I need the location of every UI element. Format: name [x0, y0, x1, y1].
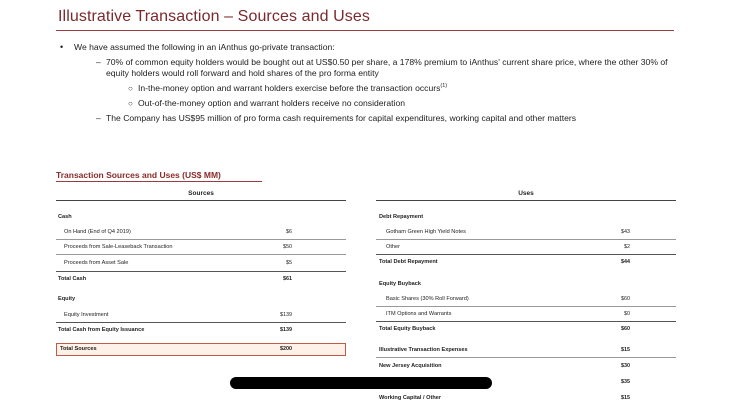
uses-row-value: $43 [621, 229, 630, 235]
bullet-text: In-the-money option and warrant holders … [138, 83, 441, 93]
sources-row-value: $5 [286, 260, 292, 266]
circle-marker: ○ [128, 84, 133, 93]
row-divider [376, 321, 676, 322]
uses-row-label: Other [386, 244, 400, 250]
sources-row-label: Total Cash [58, 276, 87, 282]
bullet-level3: ○ In-the-money option and warrant holders… [60, 83, 680, 94]
total-sources-value: $200 [280, 346, 292, 352]
uses-row-value: $15 [621, 347, 630, 353]
uses-row-value: $0 [624, 311, 630, 317]
uses-row-label: Equity Buyback [379, 281, 421, 287]
table-title-divider [56, 181, 262, 182]
sources-row-value: $139 [280, 327, 292, 333]
circle-marker: ○ [128, 99, 133, 108]
bullet-marker: • [60, 42, 64, 52]
row-divider [376, 239, 676, 240]
bullet-list: • We have assumed the following in an iAn… [60, 42, 680, 128]
uses-row-label: Total Debt Repayment [379, 259, 438, 265]
uses-row-label: Total Equity Buyback [379, 326, 436, 332]
uses-row-label: Basic Shares (30% Roll Forward) [386, 296, 469, 302]
uses-row-label: ITM Options and Warrants [386, 311, 452, 317]
sources-row-label: Total Cash from Equity Issuance [58, 327, 145, 333]
uses-row-label: Debt Repayment [379, 214, 424, 220]
uses-row-value: $44 [621, 259, 630, 265]
sources-row-value: $50 [283, 244, 292, 250]
row-divider [376, 357, 676, 358]
uses-row-value: $30 [621, 363, 630, 369]
bullet-text: The Company has US$95 million of pro for… [106, 113, 577, 123]
redaction-bar [230, 377, 492, 389]
uses-row-label: Illustrative Transaction Expenses [379, 347, 468, 353]
row-divider [56, 254, 346, 255]
bullet-level3: ○ Out-of-the-money option and warrant hol… [60, 98, 680, 109]
table-title: Transaction Sources and Uses (US$ MM) [56, 170, 221, 180]
uses-row-label: Gotham Green High Yield Notes [386, 229, 466, 235]
sources-header: Sources [188, 190, 214, 197]
uses-header: Uses [518, 190, 534, 197]
row-divider [376, 254, 676, 255]
dash-marker: – [96, 57, 101, 67]
uses-row-value: $35 [621, 379, 630, 385]
sources-row-label: On Hand (End of Q4 2019) [64, 229, 131, 235]
sources-row-label: Equity [58, 296, 76, 302]
bullet-level1: • We have assumed the following in an iAn… [60, 42, 680, 53]
total-sources-label: Total Sources [60, 346, 97, 352]
slide-title: Illustrative Transaction – Sources and U… [58, 8, 371, 25]
sources-row-label: Cash [58, 214, 72, 220]
row-divider [56, 271, 346, 272]
sources-row-label: Equity Investment [64, 312, 109, 318]
bullet-text: 70% of common equity holders would be bo… [106, 57, 668, 78]
sources-row-value: $6 [286, 229, 292, 235]
sources-row-label: Proceeds from Sale-Leaseback Transaction [64, 244, 173, 250]
sources-row-value: $139 [280, 312, 292, 318]
row-divider [56, 239, 346, 240]
sources-row-label: Proceeds from Asset Sale [64, 260, 129, 266]
uses-header-line [376, 200, 676, 201]
uses-row-value: $15 [621, 395, 630, 401]
sources-header-line [56, 200, 346, 201]
uses-row-label: Working Capital / Other [379, 395, 442, 401]
sources-row-value: $61 [283, 276, 292, 282]
uses-row-value: $60 [621, 296, 630, 302]
bullet-text: Out-of-the-money option and warrant hold… [138, 98, 406, 108]
dash-marker: – [96, 113, 101, 123]
footnote-ref: (1) [440, 83, 448, 90]
uses-row-value: $2 [624, 244, 630, 250]
row-divider [56, 322, 346, 323]
title-divider [56, 30, 674, 31]
uses-row-label: New Jersey Acquisition [379, 363, 442, 369]
row-divider [376, 306, 676, 307]
total-sources-highlight [56, 343, 346, 356]
uses-row-value: $60 [621, 326, 630, 332]
bullet-level2: –70% of common equity holders would be b… [60, 57, 680, 79]
bullet-text: We have assumed the following in an iAnt… [74, 42, 335, 52]
bullet-level2: – The Company has US$95 million of pro fo… [60, 113, 680, 124]
